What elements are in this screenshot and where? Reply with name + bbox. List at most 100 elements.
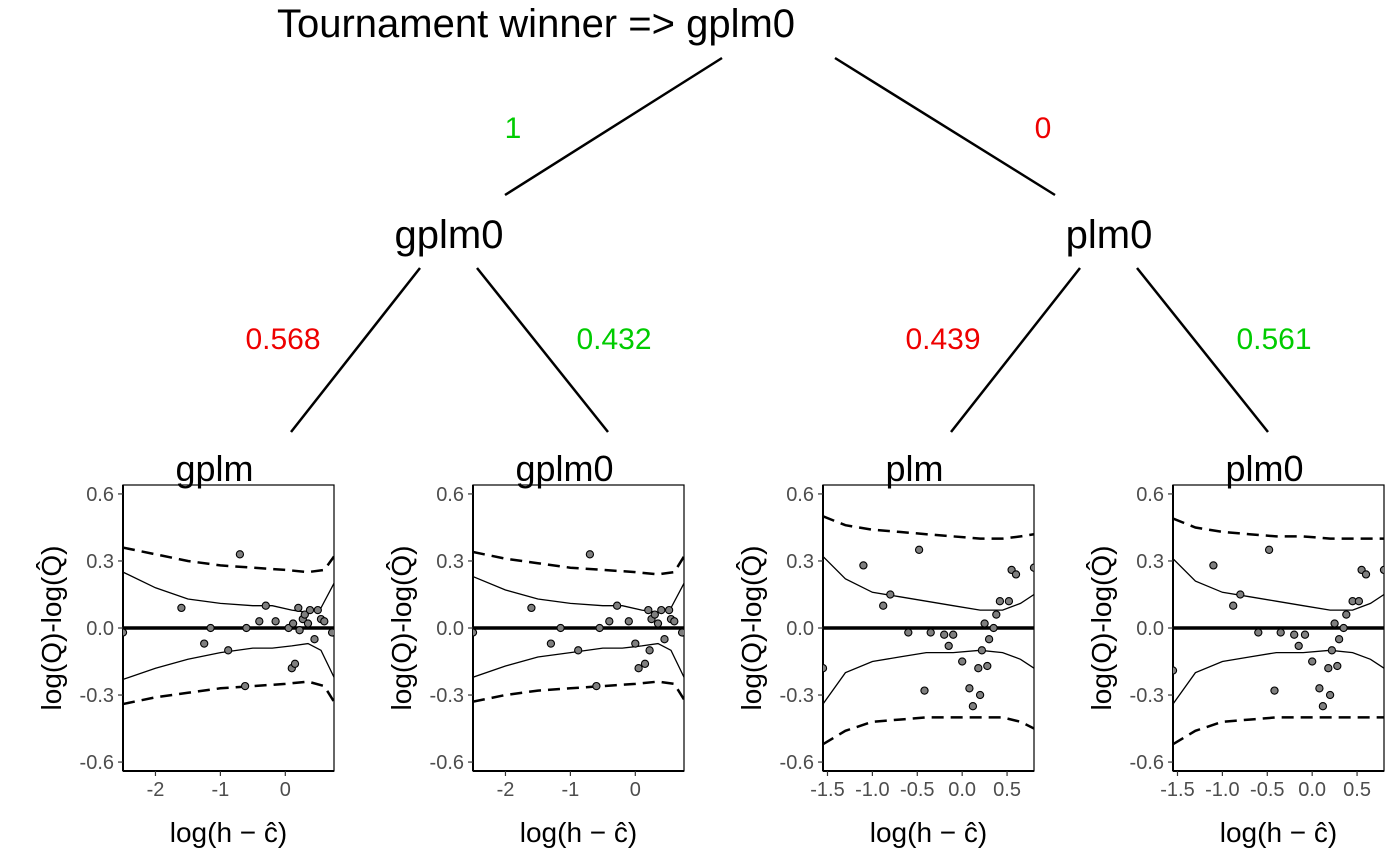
data-point (974, 664, 983, 673)
mean-upper-line (823, 556, 1034, 611)
y-tick-label: -0.6 (430, 752, 464, 774)
data-point (206, 623, 215, 633)
residual-panels: gplm -0.6 -0.3 0.0 0.3 0.6 -2 -1 0 log(h − ĉ) log(… (36, 448, 1385, 848)
data-point (975, 690, 985, 700)
data-point (823, 664, 828, 673)
y-tick-label: 0.0 (436, 618, 464, 640)
data-point (904, 628, 913, 637)
data-point (886, 590, 895, 599)
data-point (1333, 661, 1342, 671)
x-tick-label: 0.5 (993, 779, 1021, 801)
data-point (644, 605, 653, 615)
data-point (224, 646, 233, 655)
data-point (177, 603, 186, 613)
data-point (968, 702, 978, 711)
node-left: gplm0 (395, 213, 504, 257)
data-point (653, 619, 663, 628)
mean-lower-line (473, 642, 684, 678)
panel-title: plm0 (1225, 448, 1303, 489)
data-point (940, 630, 949, 639)
mean-upper-line (123, 571, 334, 614)
data-point (1354, 597, 1364, 606)
x-tick-label: 0.0 (948, 779, 976, 801)
y-tick-label: -0.3 (80, 685, 114, 707)
y-tick-label: 0.0 (86, 618, 114, 640)
plot-area (123, 546, 334, 706)
y-tick-label: 0.0 (786, 618, 814, 640)
x-axis-title: log(h − ĉ) (520, 817, 638, 848)
data-point (290, 659, 300, 668)
x-tick-label: -1.5 (810, 779, 844, 801)
x-tick-label: -2 (497, 779, 515, 801)
data-point (1029, 563, 1034, 572)
panel-title: gplm0 (515, 448, 613, 489)
data-point (989, 623, 998, 633)
data-point (920, 686, 929, 695)
data-point (645, 646, 654, 655)
edge-left-left (290, 267, 421, 433)
data-point (914, 545, 924, 554)
data-point (1361, 570, 1371, 579)
y-tick-label: 0.6 (86, 484, 114, 506)
data-point (585, 550, 595, 559)
y-tick-label: -0.3 (430, 685, 464, 707)
x-tick-label: -1 (211, 779, 229, 801)
data-point (327, 628, 334, 637)
panel-plm0: plm0-0.6-0.30.00.30.6-1.5 -1.0 -0.5 0.0 0.5l… (1086, 448, 1385, 848)
y-axis-title: log(Q)-log(Q̂) (736, 546, 767, 711)
y-tick-label: -0.3 (780, 685, 814, 707)
edge-label-root-right: 0 (1035, 112, 1052, 145)
data-point (1294, 641, 1303, 651)
x-tick-label: -2 (147, 779, 165, 801)
y-tick-label: -0.6 (80, 752, 114, 774)
y-tick-label: 0.3 (1136, 551, 1164, 573)
edge-label-left-right: 0.432 (576, 323, 651, 356)
x-axis-title: log(h − ĉ) (170, 817, 288, 848)
data-point (958, 657, 967, 666)
data-point (546, 639, 556, 648)
data-point (1264, 545, 1274, 554)
y-tick-label: 0.3 (86, 551, 114, 573)
tree-title: Tournament winner => gplm0 (277, 2, 795, 46)
edge-right-right (1136, 267, 1269, 433)
data-point (1330, 619, 1339, 628)
y-tick-label: 0.3 (786, 551, 814, 573)
y-axis-title: log(Q)-log(Q̂) (1086, 546, 1117, 711)
x-tick-label: 0.5 (1343, 779, 1371, 801)
data-point (1308, 657, 1317, 666)
data-point (295, 626, 304, 635)
data-point (123, 628, 128, 637)
panel-title: gplm (175, 448, 253, 489)
prediction-upper-line (1173, 517, 1384, 540)
x-tick-label: -1.0 (1205, 779, 1239, 801)
panel-gplm: gplm -0.6 -0.3 0.0 0.3 0.6 -2 -1 0 log(h − ĉ) log(… (36, 448, 335, 848)
x-tick-label: 0.0 (1298, 779, 1326, 801)
prediction-lower-line (123, 680, 334, 706)
prediction-upper-line (473, 550, 684, 576)
data-point (640, 659, 650, 668)
data-point (1004, 597, 1014, 606)
data-point (980, 619, 989, 628)
data-point (1327, 646, 1337, 655)
data-point (859, 561, 868, 570)
data-point (1254, 628, 1263, 637)
mean-upper-line (1173, 558, 1384, 611)
data-point (977, 646, 987, 655)
data-point (984, 635, 994, 644)
data-point (1342, 610, 1351, 619)
data-point (242, 623, 251, 633)
data-point (1300, 630, 1310, 639)
data-point (1339, 623, 1348, 633)
panel-title: plm (885, 448, 943, 489)
x-tick-label: 0 (280, 779, 291, 801)
data-point (995, 597, 1005, 606)
data-point (965, 684, 974, 693)
panel-plm: plm-0.6-0.30.00.30.6-1.5 -1.0 -0.5 0.0 0.5lo… (736, 448, 1035, 848)
data-point (574, 646, 583, 655)
y-tick-label: 0.6 (1136, 484, 1164, 506)
x-tick-label: -1.5 (1160, 779, 1194, 801)
data-point (879, 601, 888, 610)
edge-left-right (476, 267, 609, 433)
y-tick-label: 0.6 (436, 484, 464, 506)
edge-label-right-right: 0.561 (1236, 323, 1311, 356)
